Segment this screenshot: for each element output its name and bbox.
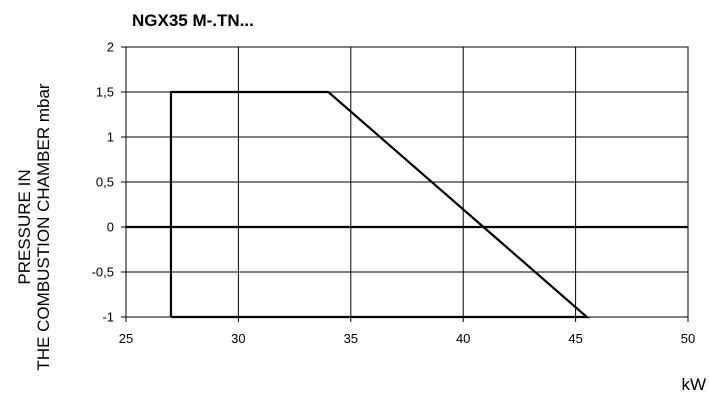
chart-title: NGX35 M-.TN... <box>132 11 254 30</box>
y-tick-label: 1 <box>107 130 114 145</box>
x-tick-label: 35 <box>344 331 358 346</box>
y-axis-label-line-1: PRESSURE IN <box>15 169 34 284</box>
x-axis-label: kW <box>681 375 706 394</box>
x-tick-label: 40 <box>456 331 470 346</box>
x-tick-label: 25 <box>119 331 133 346</box>
x-tick-label: 30 <box>231 331 245 346</box>
tick-labels: -1 -0,5 0 0,5 1 1,5 2 25 30 35 40 45 50 <box>92 40 696 347</box>
y-tick-label: -1 <box>102 310 114 325</box>
series-line <box>169 90 590 319</box>
y-tick-label: 0 <box>107 220 114 235</box>
plot-frame <box>125 46 689 318</box>
x-tick-label: 45 <box>568 331 582 346</box>
y-tick-label: 0,5 <box>96 175 114 190</box>
y-axis-label-line-2: THE COMBUSTION CHAMBER mbar <box>34 83 53 370</box>
y-tick-label: 2 <box>107 40 114 55</box>
y-tick-label: -0,5 <box>92 265 114 280</box>
y-tick-label: 1,5 <box>96 85 114 100</box>
series-layer <box>126 90 688 319</box>
y-axis-label: PRESSURE IN THE COMBUSTION CHAMBER mbar <box>15 83 53 370</box>
grid <box>121 46 689 322</box>
x-tick-label: 50 <box>681 331 695 346</box>
